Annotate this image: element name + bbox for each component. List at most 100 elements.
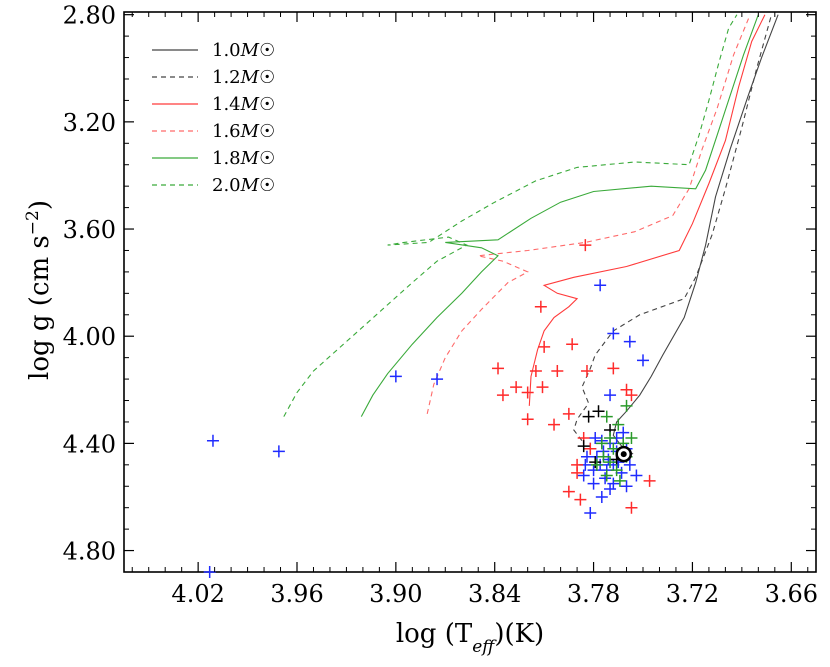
star-marker [625,432,638,445]
star-marker [612,418,625,431]
star-marker [604,389,617,402]
x-axis-label-sub: eff [472,637,497,657]
star-marker [580,365,593,378]
x-tick-label: 3.78 [567,580,620,608]
star-marker [620,383,633,396]
star-marker [604,482,617,495]
legend-label-1-2: 1.2M☉ [212,67,275,88]
star-marker [566,338,579,351]
star-marker [574,493,587,506]
star-marker [607,327,620,340]
star-marker [595,490,608,503]
star-marker [272,445,285,458]
star-marker [579,239,592,252]
star-marker [613,474,626,487]
star-marker [604,432,617,445]
star-marker [521,413,534,426]
star-marker [536,381,549,394]
star-marker [599,472,612,485]
star-marker [203,566,216,578]
legend-label-1-0: 1.0M☉ [212,40,275,61]
star-marker [389,370,402,383]
star-marker [589,432,602,445]
legend-label-2-0: 2.0M☉ [212,175,275,196]
x-tick-label: 3.84 [468,580,521,608]
y-tick-label: 2.80 [63,2,116,30]
star-marker [584,442,597,455]
series-green-stars [590,399,638,487]
y-axis-label-tail: ) [25,200,55,210]
star-marker [562,407,575,420]
legend-label-1-4: 1.4M☉ [212,94,275,115]
star-marker [592,405,605,418]
track-line-1-8 [360,14,759,417]
star-marker [206,434,219,447]
track-line-1-0 [612,14,779,455]
star-marker [610,464,623,477]
x-tick-label: 3.96 [270,580,323,608]
star-marker [600,469,613,482]
y-tick-label: 4.00 [63,323,116,351]
star-marker [623,458,636,471]
y-tick-label: 4.40 [63,430,116,458]
star-marker [521,386,534,399]
star-marker [595,437,608,450]
track-line-1-6 [426,14,751,415]
star-marker [637,354,649,367]
track-line-2-0 [283,14,738,417]
star-marker [617,426,630,439]
series-red-stars [492,239,656,514]
legend-label-1-6: 1.6M☉ [212,121,275,142]
star-marker [607,362,620,375]
x-tick-label: 4.02 [171,580,224,608]
plot-frame [123,11,817,573]
star-marker [492,362,505,375]
star-marker [431,373,444,386]
evolution-tracks [283,14,779,455]
star-marker [604,456,617,469]
star-marker [580,450,593,463]
star-marker [496,389,509,402]
y-axis-label-sup: −2 [23,210,43,235]
axis-ticks: 4.02 3.96 3.90 3.84 3.78 3.72 3.66 2.80 3.20 3.60… [63,2,818,608]
x-axis-label: log (Teff)(K) [396,619,544,657]
star-marker [607,442,620,455]
star-marker [597,450,610,463]
star-marker [615,466,628,479]
y-tick-label: 3.60 [63,216,116,244]
x-axis-label-tail: )(K) [494,619,544,649]
x-tick-label: 3.66 [765,580,818,608]
star-marker [548,418,561,431]
star-markers [203,239,656,578]
star-marker [571,458,584,471]
y-axis-label-main: log g (cm s [25,235,55,380]
y-axis-label: log g (cm s−2) [23,200,55,380]
star-marker [643,474,656,487]
star-marker [577,440,590,453]
star-marker [623,335,636,348]
sun-marker-dot [620,451,627,458]
x-tick-label: 3.72 [666,580,719,608]
star-marker [587,477,600,490]
star-marker [590,458,603,471]
y-tick-label: 3.20 [63,109,116,137]
star-marker [584,507,597,520]
star-marker [594,279,607,292]
track-line-1-2 [573,14,773,442]
x-tick-label: 3.90 [369,580,422,608]
star-marker [551,365,564,378]
y-tick-label: 4.80 [63,538,116,566]
star-marker [589,456,602,469]
legend-label-1-8: 1.8M☉ [212,148,275,169]
star-marker [582,410,595,423]
star-marker [620,480,633,493]
star-marker [625,389,638,402]
star-marker [534,300,547,313]
sun-marker-group [615,445,632,463]
star-marker [529,365,542,378]
star-marker [625,501,638,514]
star-marker [630,469,643,482]
star-marker [538,340,551,353]
star-marker [510,381,523,394]
